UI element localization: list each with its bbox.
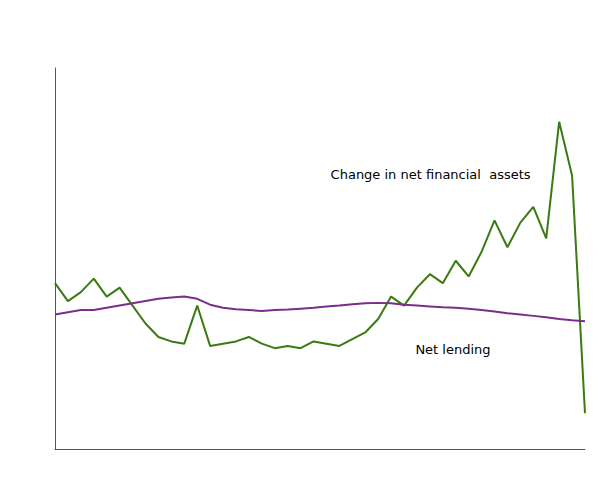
svg-text:Net lending: Net lending (415, 342, 490, 357)
svg-text:Change in net financial asset: Change in net financial assets (331, 167, 531, 182)
